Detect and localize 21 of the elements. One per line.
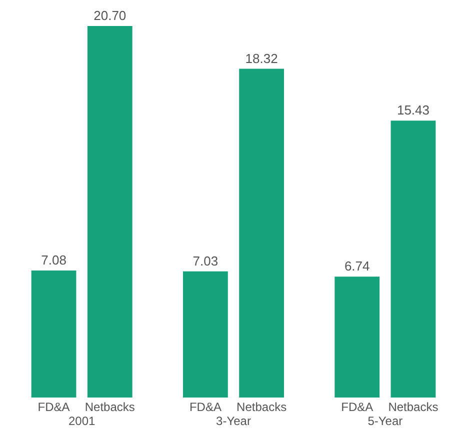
data-label: 7.03: [192, 253, 218, 268]
bar: [334, 276, 380, 398]
bar: [87, 26, 132, 398]
text: FD&A: [189, 400, 222, 414]
x-tick-label: 5-Year: [368, 414, 403, 428]
series-label: Netbacks: [84, 400, 135, 414]
data-label: 7.08: [41, 252, 66, 268]
text: FD&A: [341, 400, 374, 414]
series-label: FD&A: [38, 400, 70, 414]
x-tick-label: 2001: [68, 414, 96, 428]
text: Netbacks: [236, 400, 287, 414]
x-tick-label: 3-Year: [216, 414, 251, 428]
data-label: 20.70: [94, 8, 126, 24]
bar: [239, 68, 284, 398]
text: Netbacks: [388, 400, 438, 414]
data-label: 15.43: [396, 102, 430, 118]
bar: [182, 271, 228, 398]
bar: [31, 270, 76, 398]
bar: [390, 120, 436, 398]
data-label: 18.32: [245, 50, 278, 66]
data-label: 6.74: [344, 258, 370, 274]
